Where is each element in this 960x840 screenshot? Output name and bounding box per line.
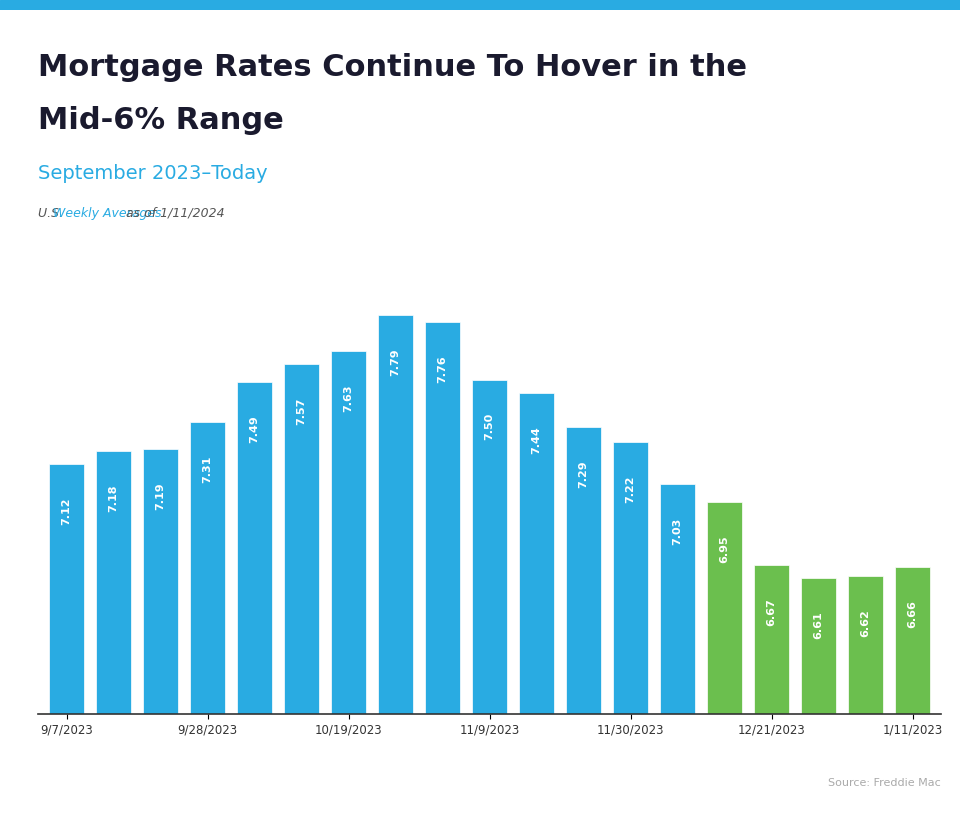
Text: 7.29: 7.29 (579, 460, 588, 487)
Text: 7.76: 7.76 (438, 355, 447, 383)
Text: Mid-6% Range: Mid-6% Range (38, 106, 284, 135)
Bar (472, 380, 507, 840)
Text: 7.44: 7.44 (532, 427, 541, 454)
Bar (96, 451, 132, 840)
Bar (190, 422, 226, 840)
Bar (848, 576, 883, 840)
Text: Weekly Averages: Weekly Averages (53, 207, 161, 220)
Bar (519, 393, 554, 840)
Text: U.S.: U.S. (38, 207, 67, 220)
Bar (660, 485, 695, 840)
Text: 6.66: 6.66 (907, 601, 918, 628)
Text: https://yourhomesoldguaranteedrealty-klinggroup.com/: https://yourhomesoldguaranteedrealty-kli… (576, 794, 867, 804)
Bar (707, 502, 742, 840)
Text: 7.19: 7.19 (156, 482, 165, 510)
Bar (425, 322, 460, 840)
Text: 7.03: 7.03 (673, 518, 683, 545)
Text: Source: Freddie Mac: Source: Freddie Mac (828, 778, 941, 788)
Bar (566, 427, 601, 840)
Bar (378, 315, 413, 840)
Text: Mortgage Rates Continue To Hover in the: Mortgage Rates Continue To Hover in the (38, 53, 748, 81)
Bar (331, 351, 366, 840)
Text: 7.18: 7.18 (108, 485, 119, 512)
Text: 6.61: 6.61 (813, 612, 824, 639)
Text: as of 1/11/2024: as of 1/11/2024 (122, 207, 225, 220)
Text: 7.31: 7.31 (203, 455, 212, 483)
Text: Your Home Sold Guaranteed Realty - Kling Group: Your Home Sold Guaranteed Realty - Kling… (250, 794, 522, 804)
Bar (801, 578, 836, 840)
Text: 7.22: 7.22 (626, 475, 636, 503)
Text: 6.67: 6.67 (767, 598, 777, 626)
Bar (613, 442, 648, 840)
Bar (49, 465, 84, 840)
Bar (895, 567, 930, 840)
Text: 7.50: 7.50 (485, 413, 494, 440)
Bar (754, 564, 789, 840)
Bar (143, 449, 179, 840)
Text: 6.62: 6.62 (860, 609, 871, 637)
Text: September 2023–Today: September 2023–Today (38, 164, 268, 183)
Text: 9737034461: 9737034461 (576, 757, 655, 770)
Text: Deborah Kling: Deborah Kling (250, 757, 349, 770)
Text: 7.12: 7.12 (61, 498, 72, 525)
Bar (284, 365, 320, 840)
Text: 7.63: 7.63 (344, 384, 353, 412)
Text: 7.57: 7.57 (297, 397, 306, 425)
Text: 6.95: 6.95 (720, 536, 730, 564)
Text: 7.49: 7.49 (250, 416, 259, 444)
Bar (237, 382, 273, 840)
Text: 7.79: 7.79 (391, 349, 400, 376)
